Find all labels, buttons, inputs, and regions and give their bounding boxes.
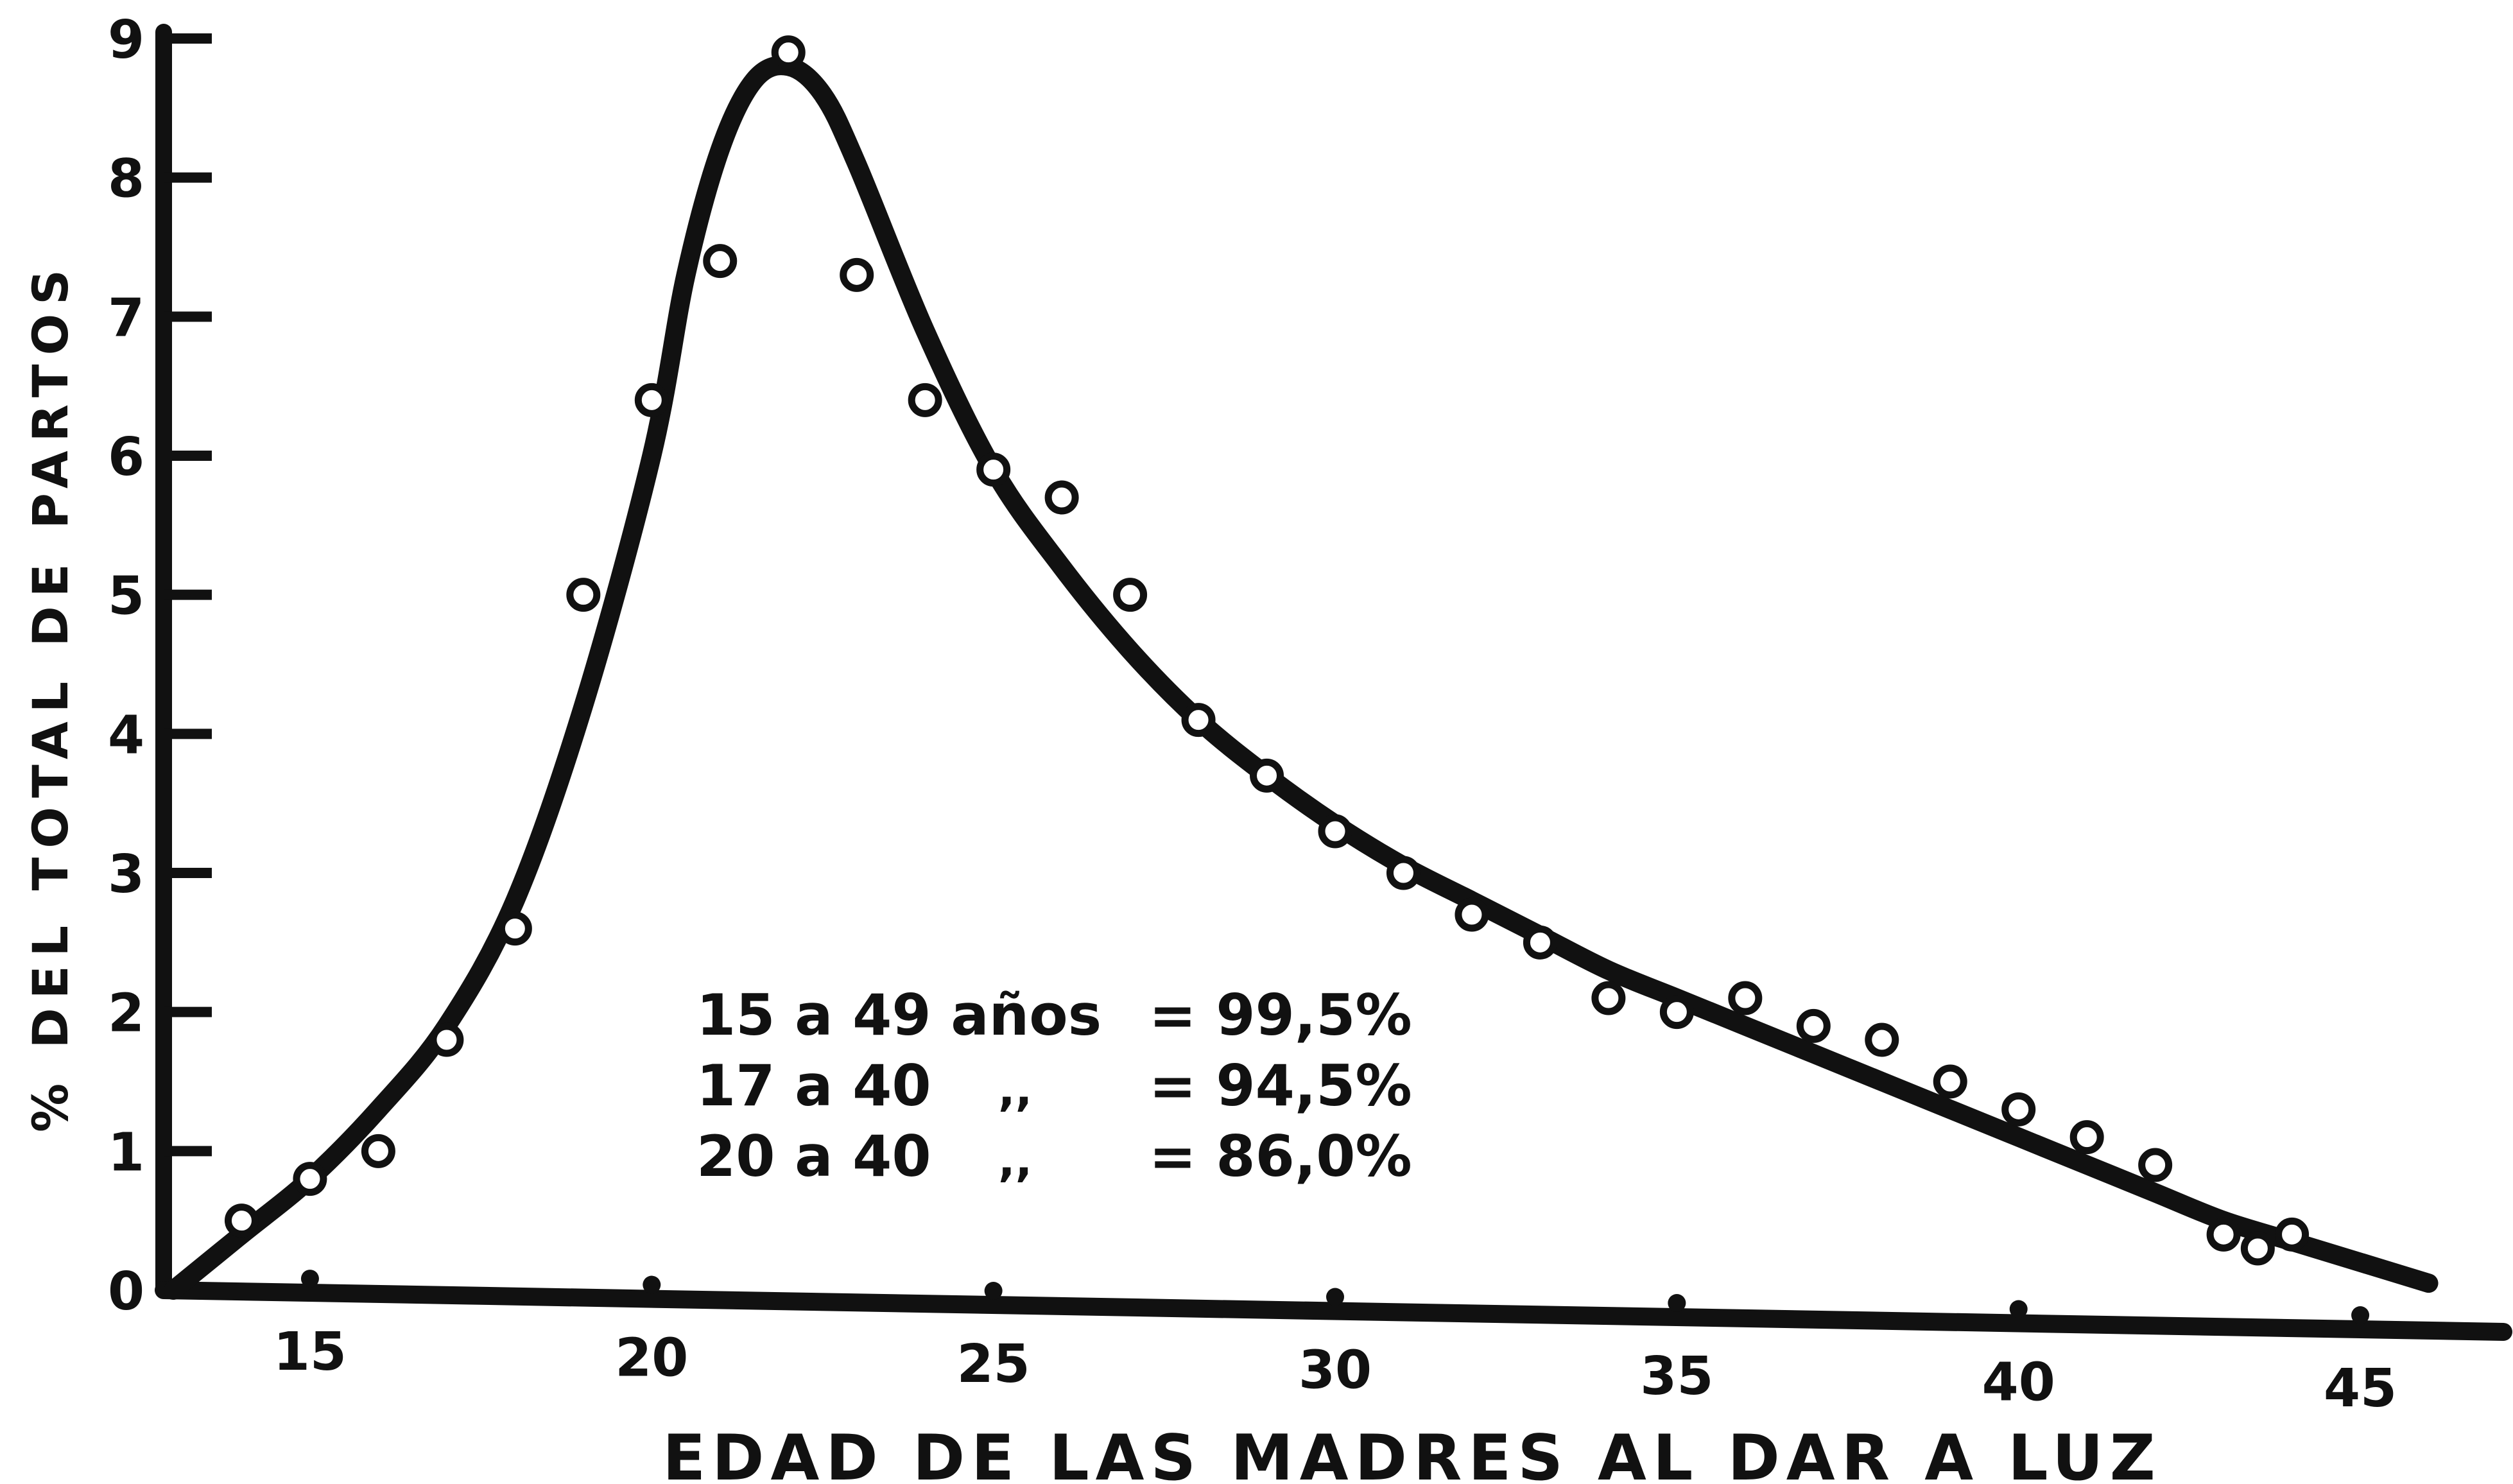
data-points <box>224 35 2310 1266</box>
chart-axes <box>155 24 2512 1341</box>
annotation-ditto: ,, <box>998 1134 1032 1187</box>
x-tick-mark <box>643 1275 661 1294</box>
y-tick-label: 3 <box>108 844 144 905</box>
y-tick-label: 7 <box>108 288 144 349</box>
data-point <box>1728 981 1763 1015</box>
y-tick-label: 8 <box>108 149 144 210</box>
data-point <box>1659 995 1694 1030</box>
y-tick-label: 4 <box>108 705 144 766</box>
annotation-range: 15 a 49 años <box>696 982 1101 1048</box>
annotation-range: 20 a 40 <box>696 1123 931 1189</box>
fitted-curve <box>164 56 2439 1300</box>
data-point <box>566 578 601 612</box>
y-tick-label: 5 <box>108 566 144 627</box>
x-axis-title: EDAD DE LAS MADRES AL DAR A LUZ <box>662 1422 2162 1484</box>
annotation-percent: = 94,5% <box>1149 1053 1412 1119</box>
x-tick-label: 30 <box>1299 1340 1372 1401</box>
data-point <box>1250 758 1284 793</box>
y-axis-ticks: 0 1 2 3 4 5 6 7 8 9 <box>108 10 212 1322</box>
x-tick-label: 15 <box>273 1322 347 1383</box>
data-point <box>497 911 532 946</box>
x-tick-label: 35 <box>1640 1346 1713 1407</box>
data-point <box>2001 1092 2036 1126</box>
y-tick-label: 2 <box>108 983 144 1044</box>
data-point <box>224 1204 259 1238</box>
data-point <box>1044 480 1079 515</box>
x-tick-label: 25 <box>957 1334 1030 1395</box>
data-point <box>2138 1148 2173 1182</box>
annotation-percent: = 99,5% <box>1149 982 1412 1048</box>
data-point <box>771 35 806 70</box>
data-point <box>1523 925 1557 960</box>
summary-annotations: 15 a 49 años = 99,5% 17 a 40,, = 94,5% 20 a … <box>696 982 1412 1189</box>
x-tick-mark <box>1668 1294 1686 1313</box>
x-tick-mark <box>984 1282 1003 1300</box>
y-axis-title: % DEL TOTAL DE PARTOS <box>22 261 79 1132</box>
data-point <box>1455 897 1489 932</box>
curve-line <box>164 56 2439 1300</box>
annotation-range: 17 a 40 <box>696 1053 931 1119</box>
data-point <box>2240 1231 2275 1266</box>
data-point <box>293 1162 327 1196</box>
y-tick-label: 6 <box>108 427 144 488</box>
y-tick-label: 1 <box>108 1122 144 1183</box>
data-point <box>361 1134 395 1168</box>
data-point <box>1181 703 1216 738</box>
data-point <box>1318 814 1352 849</box>
x-tick-label: 40 <box>1982 1352 2055 1413</box>
data-point <box>703 244 738 279</box>
x-tick-label: 45 <box>2324 1358 2397 1419</box>
data-point <box>1796 1008 1831 1043</box>
data-point <box>1865 1022 1899 1057</box>
data-point <box>976 453 1011 487</box>
x-tick-mark <box>300 1270 319 1288</box>
data-point <box>1113 578 1148 612</box>
data-point <box>1591 981 1626 1015</box>
annotation-ditto: ,, <box>998 1064 1032 1116</box>
annotation-percent: = 86,0% <box>1149 1123 1412 1189</box>
data-point <box>1386 856 1421 890</box>
data-point <box>1933 1064 1967 1099</box>
x-tick-mark <box>2351 1306 2370 1325</box>
x-axis-ticks: 15 20 25 30 35 40 45 <box>273 1270 2397 1419</box>
data-point <box>908 383 942 417</box>
data-point <box>634 383 669 417</box>
x-axis-line <box>155 1281 2512 1341</box>
data-point <box>840 257 874 292</box>
x-tick-label: 20 <box>615 1328 688 1389</box>
data-point <box>2206 1217 2241 1252</box>
x-tick-mark <box>1326 1288 1344 1306</box>
data-point <box>429 1022 464 1057</box>
x-tick-mark <box>2009 1300 2028 1318</box>
data-point <box>2069 1120 2104 1155</box>
y-tick-label: 0 <box>108 1261 144 1322</box>
y-tick-label: 9 <box>108 10 144 71</box>
data-point <box>2275 1217 2310 1252</box>
